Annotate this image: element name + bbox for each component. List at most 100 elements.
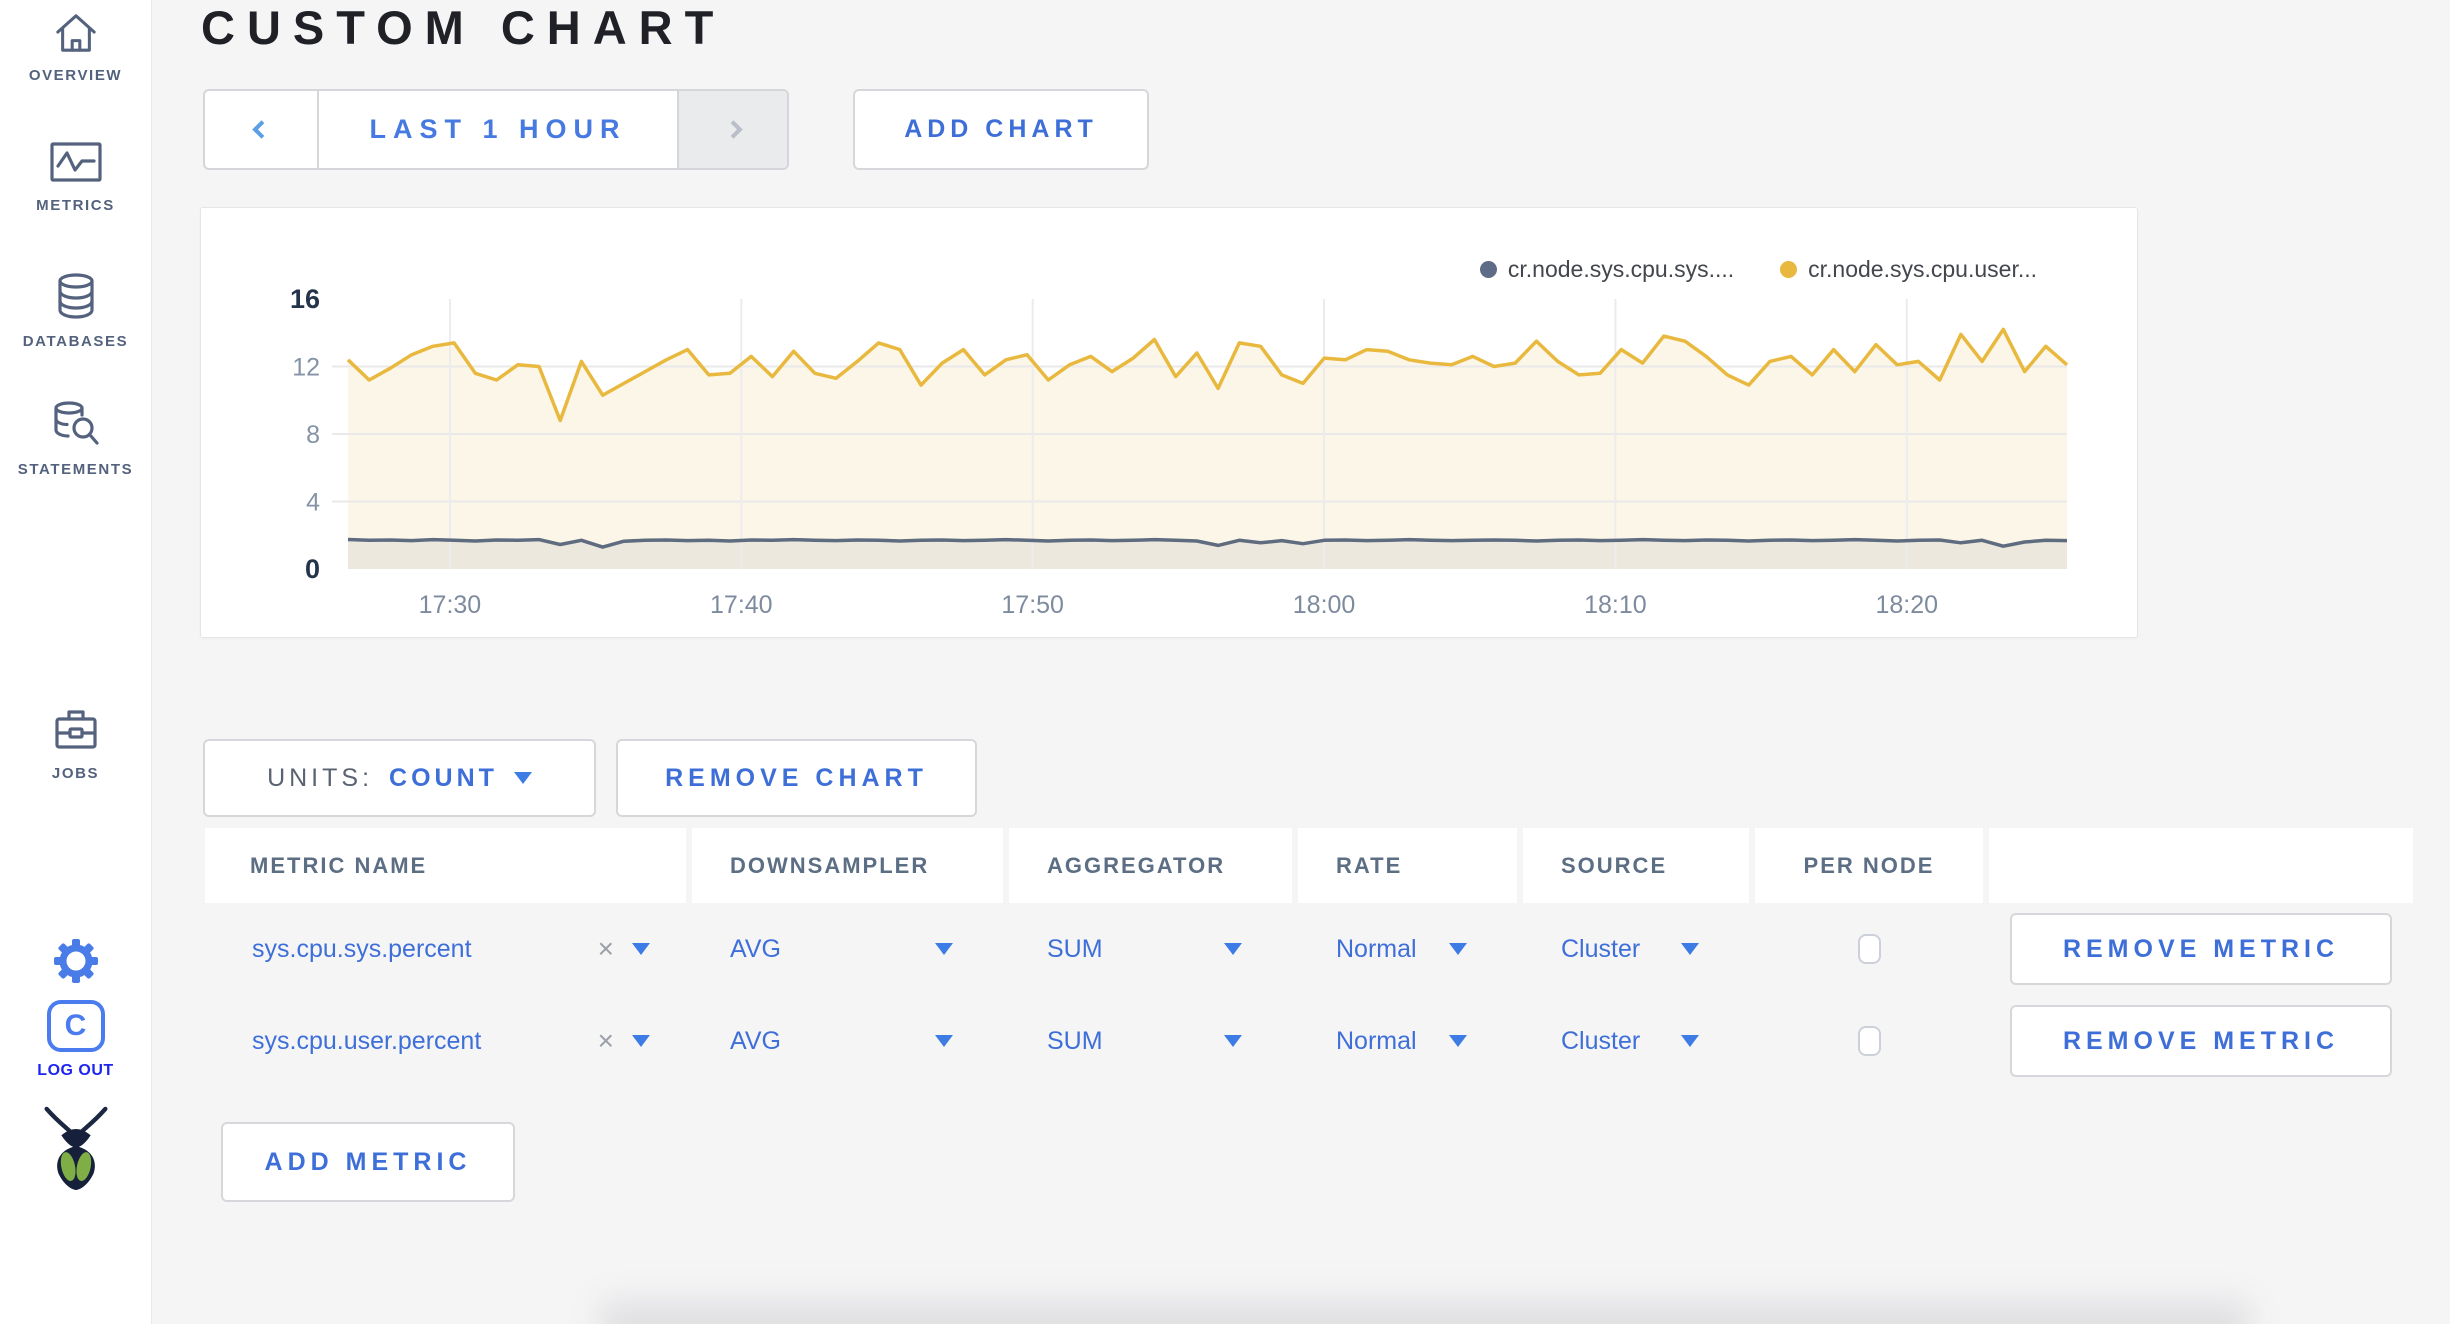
metric-name-value: sys.cpu.sys.percent: [252, 934, 472, 963]
gear-icon: [53, 938, 99, 989]
per-node-checkbox[interactable]: [1857, 934, 1881, 964]
page-title: CUSTOM CHART: [201, 1, 726, 54]
aggregator-value: SUM: [1047, 934, 1103, 963]
downsampler-select[interactable]: AVG: [692, 995, 1003, 1087]
per-node-checkbox[interactable]: [1857, 1026, 1881, 1056]
source-select[interactable]: Cluster: [1523, 995, 1749, 1087]
home-icon: [53, 12, 99, 54]
downsampler-value: AVG: [730, 1026, 781, 1055]
column-header-per-node: PER NODE: [1755, 828, 1983, 903]
rate-value: Normal: [1336, 934, 1417, 963]
remove-chart-button[interactable]: REMOVE CHART: [616, 739, 977, 817]
chevron-down-icon: [1449, 943, 1467, 955]
database-icon: [53, 272, 99, 320]
logout-label: LOG OUT: [37, 1062, 114, 1079]
chevron-down-icon[interactable]: [632, 1035, 650, 1047]
chevron-right-icon: [723, 120, 743, 139]
rate-value: Normal: [1336, 1026, 1417, 1055]
remove-metric-button[interactable]: REMOVE METRIC: [2010, 1005, 2392, 1077]
line-chart[interactable]: 0 4 8 12 16 17:30 17:40 17:50 18:00 18:10 18:20: [201, 208, 2139, 639]
svg-text:17:30: 17:30: [419, 591, 482, 619]
sidebar-item-label: STATEMENTS: [17, 461, 134, 478]
sidebar-item-label: OVERVIEW: [28, 67, 123, 84]
chevron-down-icon: [1449, 1035, 1467, 1047]
svg-text:8: 8: [306, 421, 320, 449]
legend-dot-icon: [1780, 261, 1798, 278]
settings-button[interactable]: [0, 938, 151, 989]
table-row-metric-name[interactable]: sys.cpu.user.percent ×: [205, 995, 686, 1087]
downsampler-value: AVG: [730, 934, 781, 963]
clear-metric-icon[interactable]: ×: [597, 1025, 614, 1056]
column-header-rate: RATE: [1298, 828, 1517, 903]
add-metric-button[interactable]: ADD METRIC: [221, 1122, 515, 1202]
rate-select[interactable]: Normal: [1298, 903, 1517, 995]
sidebar: OVERVIEW METRICS DATABASES: [0, 0, 152, 1324]
units-label: UNITS:: [267, 763, 374, 792]
svg-text:12: 12: [292, 354, 320, 382]
aggregator-select[interactable]: SUM: [1009, 903, 1292, 995]
rate-select[interactable]: Normal: [1298, 995, 1517, 1087]
svg-text:16: 16: [290, 284, 320, 314]
sidebar-item-overview[interactable]: OVERVIEW: [0, 12, 151, 84]
downsampler-select[interactable]: AVG: [692, 903, 1003, 995]
column-header-metric-name: METRIC NAME: [205, 828, 686, 903]
sidebar-item-metrics[interactable]: METRICS: [0, 140, 151, 214]
legend-dot-icon: [1479, 261, 1497, 278]
chevron-down-icon: [935, 943, 953, 955]
svg-text:17:50: 17:50: [1001, 591, 1064, 619]
jobs-icon: [51, 706, 101, 752]
legend-item-user[interactable]: cr.node.sys.cpu.user...: [1780, 256, 2037, 283]
svg-text:18:10: 18:10: [1584, 591, 1647, 619]
chevron-down-icon: [1681, 943, 1699, 955]
svg-text:18:00: 18:00: [1293, 591, 1356, 619]
metrics-icon: [46, 140, 106, 184]
column-header-source: SOURCE: [1523, 828, 1749, 903]
add-chart-button[interactable]: ADD CHART: [853, 89, 1149, 170]
source-select[interactable]: Cluster: [1523, 903, 1749, 995]
time-scale-selector: LAST 1 HOUR: [203, 89, 789, 170]
cockroachdb-logo: [0, 1105, 151, 1196]
legend-label: cr.node.sys.cpu.sys....: [1507, 256, 1735, 282]
chevron-down-icon: [1224, 943, 1242, 955]
cockroach-bug-icon: [40, 1105, 112, 1196]
cockroach-c-icon: C: [46, 1000, 105, 1052]
time-range-dropdown[interactable]: LAST 1 HOUR: [369, 114, 627, 144]
units-dropdown[interactable]: UNITS: COUNT: [203, 739, 596, 817]
table-row-metric-name[interactable]: sys.cpu.sys.percent ×: [205, 903, 686, 995]
column-header-downsampler: DOWNSAMPLER: [692, 828, 1003, 903]
remove-metric-button[interactable]: REMOVE METRIC: [2010, 913, 2392, 985]
statements-icon: [50, 400, 102, 448]
units-value: COUNT: [389, 763, 498, 792]
source-value: Cluster: [1561, 1026, 1641, 1055]
aggregator-value: SUM: [1047, 1026, 1103, 1055]
legend-item-sys[interactable]: cr.node.sys.cpu.sys....: [1479, 256, 1735, 283]
chevron-down-icon: [935, 1035, 953, 1047]
chevron-down-icon[interactable]: [632, 943, 650, 955]
svg-text:18:20: 18:20: [1876, 591, 1939, 619]
chevron-left-icon: [251, 120, 271, 139]
sidebar-item-statements[interactable]: STATEMENTS: [0, 400, 151, 478]
metric-name-value: sys.cpu.user.percent: [252, 1026, 482, 1055]
column-header-aggregator: AGGREGATOR: [1009, 828, 1292, 903]
time-next-button[interactable]: [677, 91, 787, 168]
clear-metric-icon[interactable]: ×: [597, 933, 614, 964]
logout-button[interactable]: C LOG OUT: [0, 1000, 151, 1080]
sidebar-item-databases[interactable]: DATABASES: [0, 272, 151, 350]
svg-text:0: 0: [305, 554, 320, 584]
metrics-table: METRIC NAME DOWNSAMPLER AGGREGATOR RATE …: [205, 828, 2413, 1087]
svg-text:17:40: 17:40: [710, 591, 773, 619]
sidebar-item-label: JOBS: [51, 765, 100, 782]
aggregator-select[interactable]: SUM: [1009, 995, 1292, 1087]
chart-legend: cr.node.sys.cpu.sys.... cr.node.sys.cpu.…: [1479, 256, 2037, 283]
sidebar-item-label: METRICS: [36, 197, 115, 214]
time-prev-button[interactable]: [205, 91, 319, 168]
column-header-actions: [1989, 828, 2413, 903]
next-card-shadow: [600, 1300, 2250, 1324]
source-value: Cluster: [1561, 934, 1641, 963]
chevron-down-icon: [513, 772, 532, 784]
svg-text:4: 4: [306, 489, 320, 517]
sidebar-item-jobs[interactable]: JOBS: [0, 706, 151, 782]
chevron-down-icon: [1224, 1035, 1242, 1047]
legend-label: cr.node.sys.cpu.user...: [1808, 256, 2037, 282]
